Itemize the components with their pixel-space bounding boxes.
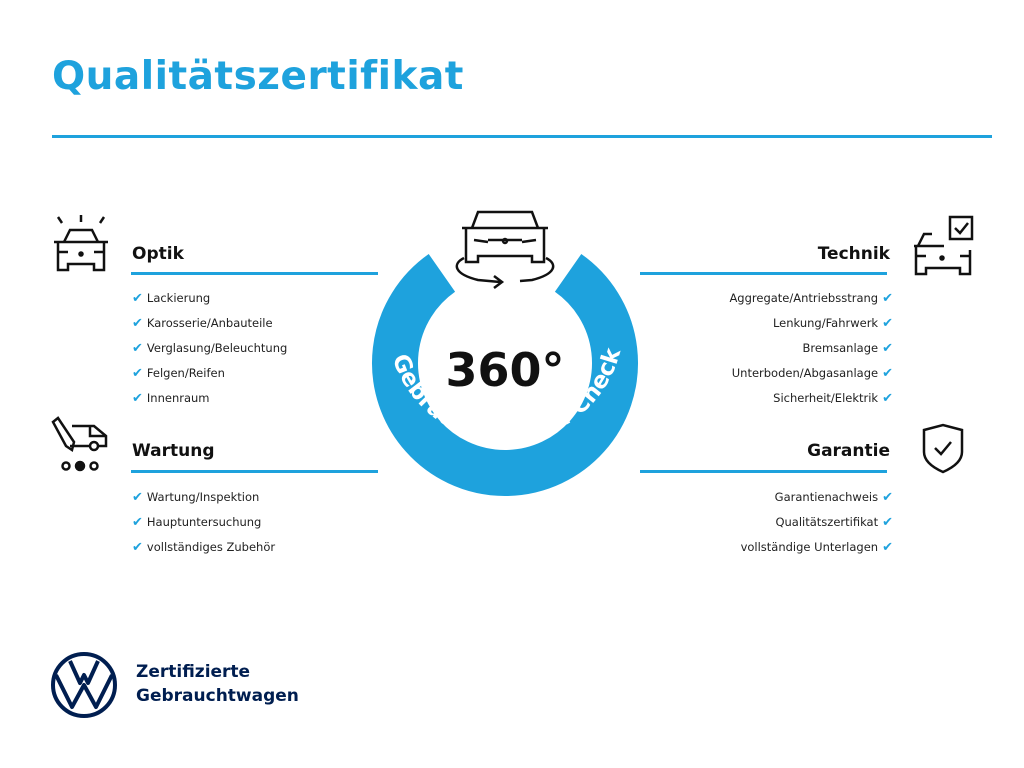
badge-ring xyxy=(372,254,638,496)
list-item: Unterboden/Abgasanlage ✔ xyxy=(731,366,893,381)
car-checkbox-icon xyxy=(912,214,976,278)
section-rule-optik xyxy=(131,272,378,275)
list-item: ✔ Lackierung xyxy=(132,291,211,306)
section-rule-technik xyxy=(640,272,887,275)
360-check-badge: Gebrauchtwagen-Check 360° xyxy=(372,210,638,496)
section-title-garantie: Garantie xyxy=(807,441,890,461)
vw-logo xyxy=(51,652,117,718)
car-rotate-icon xyxy=(455,210,555,289)
check-icon: ✔ xyxy=(882,341,893,356)
check-icon: ✔ xyxy=(132,366,143,381)
check-icon: ✔ xyxy=(132,341,143,356)
title-divider xyxy=(52,135,992,138)
check-icon: ✔ xyxy=(132,316,143,331)
check-icon: ✔ xyxy=(132,291,143,306)
list-item: Sicherheit/Elektrik ✔ xyxy=(773,391,893,406)
list-item: ✔ Verglasung/Beleuchtung xyxy=(132,341,288,356)
car-lights-icon xyxy=(50,214,112,278)
car-service-icon xyxy=(50,416,112,474)
section-title-wartung: Wartung xyxy=(132,441,215,461)
check-icon: ✔ xyxy=(882,291,893,306)
section-rule-garantie xyxy=(640,470,887,473)
list-item: ✔ Innenraum xyxy=(132,391,210,406)
check-icon: ✔ xyxy=(132,540,143,555)
check-icon: ✔ xyxy=(882,490,893,505)
list-item: Aggregate/Antriebsstrang ✔ xyxy=(729,291,893,306)
garantie-list: Garantienachweis ✔ Qualitätszertifikat ✔ v… xyxy=(741,485,893,560)
check-icon: ✔ xyxy=(882,316,893,331)
check-icon: ✔ xyxy=(882,515,893,530)
check-icon: ✔ xyxy=(132,391,143,406)
list-item: ✔ Wartung/Inspektion xyxy=(132,490,260,505)
technik-list: Aggregate/Antriebsstrang ✔ Lenkung/Fahrwe… xyxy=(729,286,893,411)
page-title: Qualitätszertifikat xyxy=(52,54,464,99)
section-title-technik: Technik xyxy=(817,244,890,264)
list-item: ✔ Karosserie/Anbauteile xyxy=(132,316,273,331)
check-icon: ✔ xyxy=(882,391,893,406)
list-item: ✔ Hauptuntersuchung xyxy=(132,515,262,530)
list-item: ✔ vollständiges Zubehör xyxy=(132,540,276,555)
badge-degrees: 360° xyxy=(445,343,564,397)
shield-check-icon xyxy=(920,422,966,474)
check-icon: ✔ xyxy=(882,540,893,555)
section-rule-wartung xyxy=(131,470,378,473)
list-item: Bremsanlage ✔ xyxy=(802,341,894,356)
list-item: Garantienachweis ✔ xyxy=(774,490,893,505)
check-icon: ✔ xyxy=(132,490,143,505)
section-title-optik: Optik xyxy=(132,244,184,264)
footer-brand-text: Zertifizierte Gebrauchtwagen xyxy=(136,662,299,706)
check-icon: ✔ xyxy=(132,515,143,530)
wartung-list: ✔ Wartung/Inspektion ✔ Hauptuntersuchung ✔… xyxy=(132,485,275,560)
optik-list: ✔ Lackierung ✔ Karosserie/Anbauteile ✔ Verg… xyxy=(132,286,287,411)
list-item: Qualitätszertifikat ✔ xyxy=(775,515,893,530)
list-item: ✔ Felgen/Reifen xyxy=(132,366,225,381)
list-item: vollständige Unterlagen ✔ xyxy=(740,540,893,555)
check-icon: ✔ xyxy=(882,366,893,381)
list-item: Lenkung/Fahrwerk ✔ xyxy=(772,316,893,331)
